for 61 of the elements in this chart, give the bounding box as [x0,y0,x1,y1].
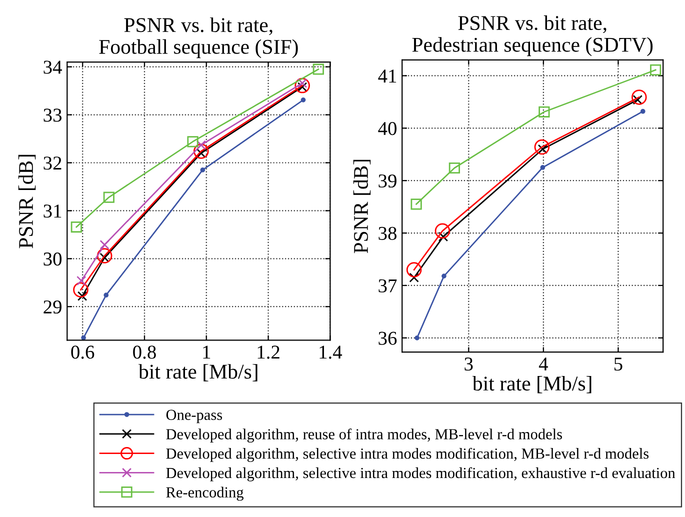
y-tick-label: 34 [44,60,62,74]
y-tick-label: 31 [44,204,62,218]
legend-label: Developed algorithm, selective intra modes modification, MB-level r-d models [166,448,649,462]
x-tick-label: 0.8 [133,346,156,359]
legend-label: Developed algorithm, selective intra modes modification, exhaustive r-d evaluation [166,467,676,482]
chart-title: PSNR vs. bit rate, Football sequence (SIF) [99,17,298,58]
y-axis-title: PSNR [dB] [353,160,371,254]
point [100,240,110,250]
point [534,139,550,155]
point [434,223,450,239]
point [540,165,546,170]
legend-label: One-pass [166,410,222,424]
point [414,335,420,340]
point [312,64,324,75]
point [294,78,310,94]
x-tick-label: 1.4 [320,346,342,359]
point [650,64,662,76]
point [200,168,206,172]
x-tick-label: 3 [464,358,473,371]
x-tick-label: 0.6 [71,346,94,359]
point [77,291,88,301]
point [187,136,198,148]
point [103,192,114,203]
x-axis-title: bit rate [Mb/s] [138,364,258,382]
x-axis-title: bit rate [Mb/s] [472,376,592,394]
y-tick-label: 39 [378,174,396,188]
y-axis-title: PSNR [dB] [18,154,36,248]
point [70,221,82,233]
point [104,292,109,298]
y-tick-label: 38 [378,226,396,240]
point [409,272,419,282]
chart-title: PSNR vs. bit rate, Pedestrian sequence (SDTV) [412,15,653,56]
x-tick-label: 1 [203,346,210,359]
point [442,274,446,278]
y-tick-label: 29 [44,300,62,314]
point [632,90,647,105]
x-tick-label: 1.2 [258,346,280,359]
point [410,198,422,210]
point [81,335,86,340]
point [196,140,206,150]
point [438,232,448,242]
point [448,162,460,174]
y-tick-label: 32 [44,156,62,170]
y-tick-label: 33 [44,108,62,122]
point [96,248,112,264]
x-tick-label: 4 [538,358,548,370]
x-tick-label: 5 [614,358,622,371]
point [76,276,86,286]
point [406,262,422,278]
y-tick-label: 41 [378,70,396,82]
y-tick-label: 37 [378,279,397,292]
point [73,282,88,298]
y-tick-label: 36 [378,332,397,345]
point [640,108,646,114]
point [193,144,209,159]
point [300,97,306,102]
y-tick-label: 40 [378,122,396,136]
y-tick-label: 30 [44,252,62,266]
legend-label: Developed algorithm, reuse of intra modes, MB-level r-d models [166,428,562,443]
legend-label: Re-encoding [166,486,244,501]
point [538,106,550,118]
